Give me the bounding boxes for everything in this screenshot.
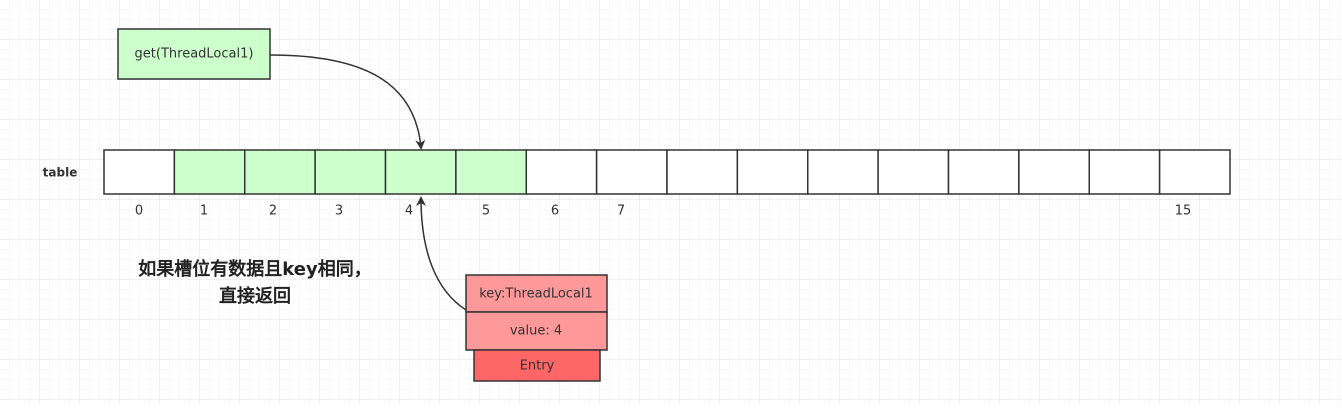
slot-label: 0 <box>135 204 143 219</box>
table-cell <box>1088 149 1161 195</box>
table-cell <box>455 149 527 195</box>
slot-label: 5 <box>482 204 490 219</box>
table-cell <box>595 149 668 195</box>
table-cell <box>1158 149 1231 195</box>
entry-value-box <box>465 311 608 351</box>
slot-label: 7 <box>617 204 625 219</box>
table-cell <box>173 149 246 195</box>
table-cell <box>384 149 457 195</box>
entry-key: key:ThreadLocal1 <box>479 287 593 302</box>
table-cell <box>103 149 176 195</box>
entry-value: value: 4 <box>510 324 562 339</box>
slot-label: 6 <box>551 204 559 219</box>
table-cell <box>877 149 950 195</box>
slot-label: 2 <box>269 204 277 219</box>
table-cell <box>807 149 879 195</box>
table-cell <box>666 149 739 195</box>
table-cell <box>314 149 387 195</box>
caption-line: 如果槽位有数据且key相同， <box>138 258 371 280</box>
entry-key-box <box>465 274 608 313</box>
caption-line: 直接返回 <box>219 285 291 307</box>
table-cell <box>736 149 809 195</box>
request-label: get(ThreadLocal1) <box>135 47 254 62</box>
slot-label: 4 <box>405 204 413 219</box>
table-cells <box>103 149 1231 195</box>
table-cell <box>525 149 598 195</box>
slot-label: 3 <box>335 204 343 219</box>
table-label: table <box>43 166 78 180</box>
request-arrow <box>269 54 426 150</box>
entry-arrow <box>416 196 467 311</box>
request-box <box>117 28 271 80</box>
table-cell <box>244 149 316 195</box>
slot-labels: 0 1 2 3 4 5 6 7 15 <box>135 204 1191 219</box>
table-cell <box>1018 149 1090 195</box>
entry-name: Entry <box>520 359 555 374</box>
slot-label: 1 <box>200 204 208 219</box>
entry-name-box <box>473 349 601 382</box>
slot-label: 15 <box>1175 204 1192 219</box>
table-cell <box>947 149 1020 195</box>
